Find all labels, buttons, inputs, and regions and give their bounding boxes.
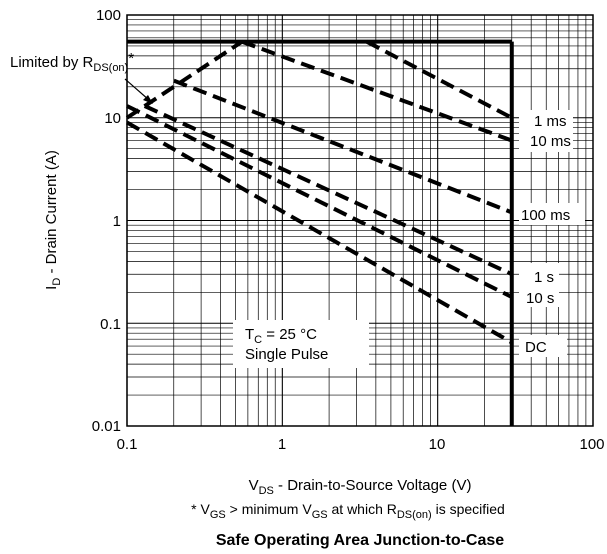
svg-text:Single Pulse: Single Pulse [245,346,328,363]
x-tick-100: 100 [579,436,604,453]
series-lines [126,39,513,345]
label-100ms: 100 ms [521,207,570,224]
svg-text:TC = 25 °C: TC = 25 °C [245,326,317,346]
footnote: * VGS > minimum VGS at which RDS(on) is … [191,501,505,521]
label-10ms: 10 ms [530,133,571,150]
label-1ms: 1 ms [534,113,567,130]
series-line-1 [241,39,513,143]
series-line-4 [126,104,513,299]
series-line-5 [126,120,513,345]
x-tick-0.1: 0.1 [117,436,138,453]
y-tick-1: 1 [113,213,121,230]
y-axis-title: ID - Drain Current (A) [43,150,63,290]
label-10s: 10 s [526,290,554,307]
series-line-2 [173,78,513,215]
rds-arrow [124,78,150,101]
y-tick-0.01: 0.01 [92,418,121,435]
series-line-3 [143,104,513,277]
y-tick-10: 10 [104,110,121,127]
x-tick-10: 10 [429,436,446,453]
y-tick-0.1: 0.1 [100,316,121,333]
plot-frame [126,14,594,427]
rds-annotation: Limited by RDS(on)* [10,50,153,104]
label-1s: 1 s [534,269,554,286]
x-tick-1: 1 [278,436,286,453]
rds-arrowhead [143,95,153,104]
label-dc: DC [525,339,547,356]
curve-labels: 1 ms 10 ms 100 ms 1 s 10 s DC [519,110,585,357]
x-axis-title: VDS - Drain-to-Source Voltage (V) [249,477,472,497]
grid [126,15,593,427]
svg-text:Limited by RDS(on)*: Limited by RDS(on)* [10,50,134,74]
conditions-annotation: TC = 25 °C Single Pulse [233,320,369,368]
y-tick-100: 100 [96,7,121,24]
series-line-0 [365,39,513,120]
rds-limit-line [125,40,244,120]
chart-caption: Safe Operating Area Junction-to-Case [216,532,504,549]
tick-labels: 100 10 1 0.1 0.01 0.1 1 10 100 [92,7,605,453]
